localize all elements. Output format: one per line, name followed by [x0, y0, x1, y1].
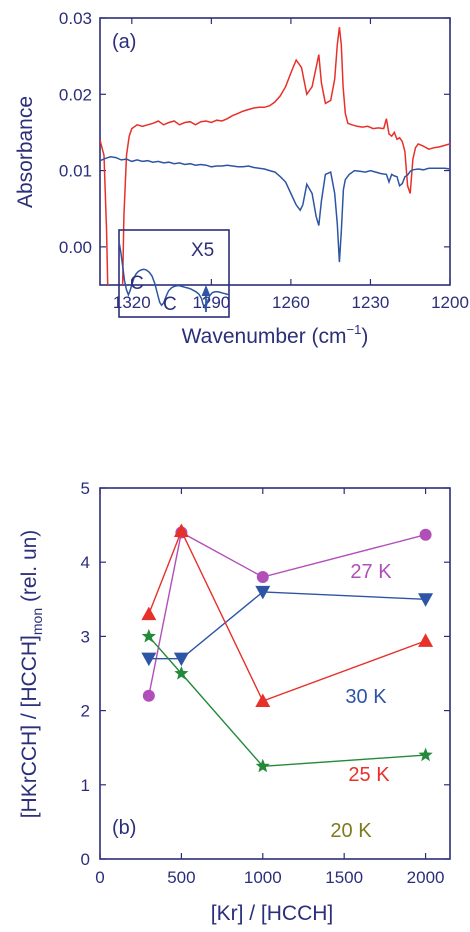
panel-b-y-axis-label-main: [HKrCCH] / [HCCH]	[18, 635, 41, 818]
panel-b-marker-triangle-down	[141, 652, 157, 667]
panel-b-marker-triangle-up	[173, 523, 189, 538]
panel-b-marker-triangle-down	[173, 652, 189, 667]
panel-b-marker-triangle-up	[255, 693, 271, 707]
panel-a-inset: X5 C C	[118, 229, 230, 318]
panel-a-plot-frame	[99, 17, 451, 286]
inset-scale-label: X5	[191, 240, 214, 261]
panel-b-marker-triangle-down	[418, 593, 434, 607]
panel-b-y-tick-label: 0	[81, 850, 90, 869]
inset-annotation-c1: C	[130, 273, 144, 294]
panel-a-x-tick-label: 1230	[352, 293, 390, 312]
panel-b-y-tick-label: 4	[81, 553, 90, 572]
panel-b-series-line	[148, 635, 426, 768]
inset-arrow-icon	[201, 285, 211, 312]
panel-a-y-axis-label: Absorbance	[14, 96, 37, 208]
panel-b-series	[141, 523, 434, 773]
panel-b-x-tick-label: 1000	[244, 868, 282, 887]
panel-a-series	[100, 27, 450, 285]
panel-b-marker-star	[255, 758, 270, 773]
panel-a-x-axis-label-main: Wavenumber (cm	[182, 325, 347, 348]
panel-b-series-27-k	[142, 526, 432, 702]
panel-b-x-tick-label: 500	[167, 868, 195, 887]
panel-b-x-tick-label: 1500	[325, 868, 363, 887]
panel-b-y-tick-label: 2	[81, 702, 90, 721]
panel-b-plot-frame	[99, 487, 451, 860]
panel-b-series-label: 25 K	[348, 764, 390, 786]
inset-annotation-c2: C	[163, 294, 177, 315]
panel-b-series-line	[148, 529, 426, 702]
panel-b-y-ticks: 0 1 2 3 4 5	[81, 479, 450, 869]
panel-a-x-tick-label: 1260	[272, 293, 310, 312]
panel-a-series-line-blue	[100, 156, 450, 263]
panel-a-series-line-red	[100, 27, 450, 285]
panel-b-y-axis-label-sub: mon	[29, 608, 45, 635]
panel-b-series-20-k	[141, 628, 433, 773]
panel-b-marker-star	[418, 747, 433, 762]
panel-a-x-ticks: 1320 1290 1260 1230 1200	[113, 18, 469, 312]
panel-a-x-tick-label: 1200	[431, 293, 469, 312]
panel-b-marker-star	[174, 666, 189, 680]
panel-a-y-tick-label: 0.01	[59, 162, 92, 181]
panel-b-series-label: 30 K	[345, 686, 387, 708]
panel-b-y-tick-label: 5	[81, 479, 90, 498]
panel-a-y-tick-label: 0.00	[59, 238, 92, 257]
panel-a-x-tick-label: 1290	[192, 293, 230, 312]
inset-series-line	[118, 241, 230, 309]
panel-b-y-tick-label: 3	[81, 627, 90, 646]
panel-a-x-tick-label: 1320	[113, 293, 151, 312]
inset-frame	[118, 229, 230, 318]
panel-b-y-tick-label: 1	[81, 776, 90, 795]
panel-b-series-25-k	[141, 523, 434, 707]
panel-a-x-axis-label-close: )	[361, 325, 368, 348]
panel-b-series-line	[148, 591, 426, 660]
panel-b-label: (b)	[112, 817, 136, 839]
inset-series	[118, 241, 230, 309]
panel-a-absorbance-chart: 0.00 0.01 0.02 0.03 1320 1290 1260 1230 1200 (a…	[14, 9, 469, 348]
panel-b-series-label: 20 K	[330, 820, 372, 842]
panel-a-label: (a)	[112, 31, 136, 53]
panel-b-marker-circle	[256, 571, 269, 584]
panel-b-x-tick-label: 2000	[407, 868, 445, 887]
panel-b-series-line	[148, 531, 426, 696]
panel-b-marker-triangle-down	[255, 585, 271, 600]
panel-b-series-label: 27 K	[350, 561, 392, 583]
panel-b-marker-circle	[419, 528, 432, 541]
panel-b-y-axis-label-tail: (rel. un)	[18, 530, 41, 608]
panel-a-y-ticks: 0.00 0.01 0.02 0.03	[59, 9, 450, 257]
panel-b-marker-star	[141, 628, 156, 643]
panel-b-series-labels: 27 K 30 K 25 K 20 K	[330, 561, 392, 842]
panel-b-marker-circle	[142, 689, 155, 702]
panel-b-x-tick-label: 0	[95, 868, 104, 887]
panel-a-x-axis-label: Wavenumber (cm−1)	[182, 322, 369, 348]
panel-a-x-axis-label-sup: −1	[347, 322, 362, 337]
panel-b-marker-triangle-up	[418, 633, 434, 647]
panel-b-marker-triangle-up	[141, 606, 157, 621]
panel-b-ratio-chart: 0 1 2 3 4 5 0 500 1000 1500 2000 27 K 30 K 25 K 20 K…	[18, 479, 451, 925]
panel-b-y-axis-label: [HKrCCH] / [HCCH]mon (rel. un)	[18, 530, 45, 819]
panel-b-x-axis-label: [Kr] / [HCCH]	[211, 902, 334, 925]
panel-b-series-30-k	[141, 585, 434, 667]
panel-a-y-tick-label: 0.02	[59, 85, 92, 104]
panel-b-x-ticks: 0 500 1000 1500 2000	[95, 488, 444, 887]
panel-a-y-tick-label: 0.03	[59, 9, 92, 28]
